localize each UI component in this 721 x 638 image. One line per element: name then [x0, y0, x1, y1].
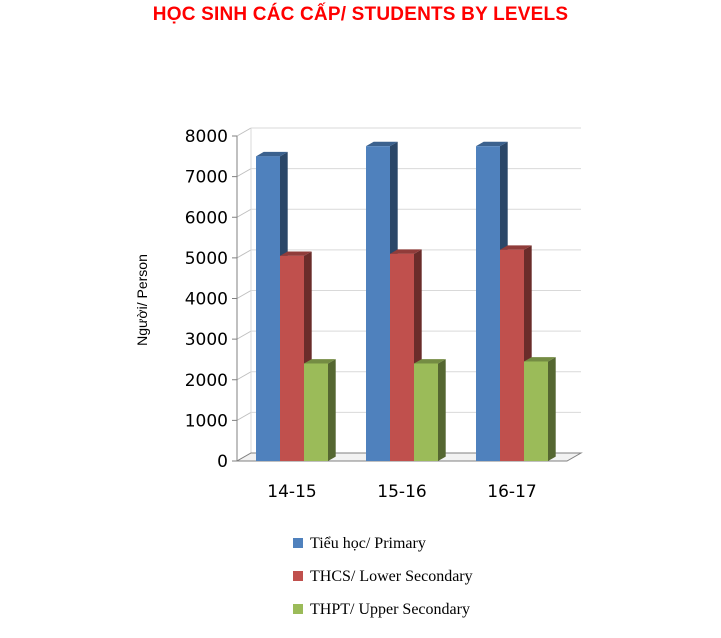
- y-tick-label: 1000: [185, 411, 228, 431]
- axis-labels: 0 1000 2000 3000 4000 5000 6000 7000 8000 14-15 15…: [134, 127, 537, 502]
- legend-label: Tiểu học/ Primary: [310, 535, 426, 552]
- chart-title: HỌC SINH CÁC CẤP/ STUDENTS BY LEVELS: [152, 4, 569, 25]
- gridline-depth: [236, 208, 252, 218]
- bar-top: [280, 251, 312, 256]
- gridline-depth: [236, 290, 252, 299]
- y-tick-label: 2000: [185, 371, 228, 391]
- bar-front: [414, 363, 438, 461]
- legend: Tiểu học/ Primary THCS/ Lower Secondary TH…: [293, 535, 473, 618]
- bar-side: [438, 359, 446, 461]
- bar-front: [390, 253, 414, 461]
- bar-top: [390, 249, 422, 254]
- bar-top: [256, 151, 288, 157]
- legend-swatch: [293, 604, 303, 614]
- bar-top: [524, 357, 556, 362]
- bar-side: [328, 359, 336, 461]
- bar-top: [476, 141, 508, 147]
- bar-side: [548, 357, 556, 461]
- legend-label: THCS/ Lower Secondary: [310, 568, 473, 585]
- bar-top: [500, 245, 532, 250]
- bar-top: [366, 141, 398, 147]
- gridline-depth: [236, 249, 252, 259]
- bar-top: [414, 359, 446, 364]
- bar-front: [304, 363, 328, 461]
- gridline-depth: [236, 371, 252, 381]
- bar-front: [366, 146, 390, 461]
- legend-label: THPT/ Upper Secondary: [310, 601, 470, 618]
- x-tick-label: 14-15: [267, 482, 316, 502]
- bar-top: [304, 359, 336, 364]
- legend-swatch: [293, 538, 303, 548]
- y-tick-label: 4000: [185, 290, 228, 310]
- x-tick-label: 15-16: [377, 482, 426, 502]
- bar: [414, 359, 446, 461]
- bar-front: [524, 361, 548, 461]
- x-tick-label: 16-17: [487, 482, 536, 502]
- legend-swatch: [293, 571, 303, 581]
- gridline-depth: [236, 168, 252, 178]
- y-tick-label: 7000: [185, 168, 228, 188]
- y-tick-label: 0: [217, 452, 228, 472]
- bar-front: [256, 156, 280, 461]
- gridline-depth: [236, 127, 252, 137]
- bar: [500, 245, 532, 461]
- y-tick-label: 6000: [185, 208, 228, 228]
- bar: [304, 359, 336, 461]
- bars: [256, 141, 556, 461]
- y-tick-label: 8000: [185, 127, 228, 147]
- bar: [524, 357, 556, 461]
- gridline-depth: [236, 411, 252, 421]
- bar-front: [500, 249, 524, 461]
- y-tick-label: 5000: [185, 249, 228, 269]
- bar-front: [280, 255, 304, 461]
- bar-front: [476, 146, 500, 461]
- y-tick-label: 3000: [185, 330, 228, 350]
- gridline-depth: [236, 330, 252, 340]
- y-axis-title: Người/ Person: [134, 254, 150, 346]
